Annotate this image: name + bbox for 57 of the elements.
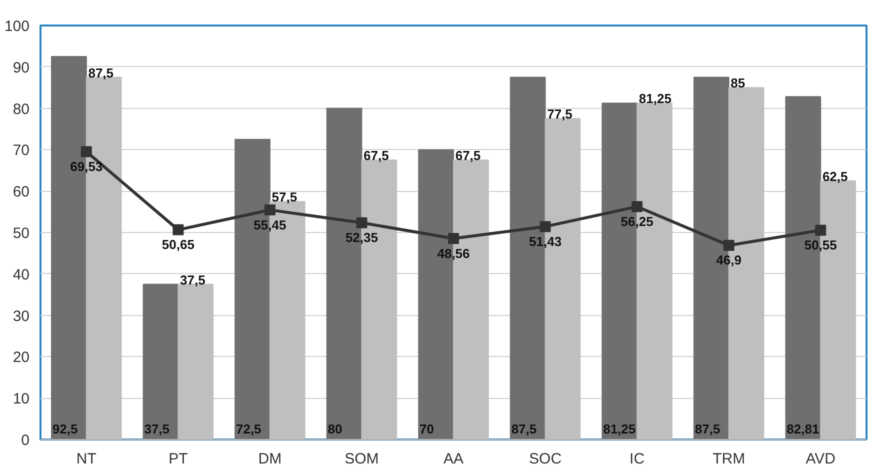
y-tick-label: 80 (12, 100, 30, 118)
y-tick-label: 60 (12, 184, 30, 201)
data-label: 67,5 (364, 148, 389, 164)
data-label: 55,45 (254, 217, 286, 232)
data-label: 51,43 (529, 234, 562, 249)
data-label: 67,5 (455, 148, 481, 164)
point (356, 217, 368, 228)
point (632, 201, 643, 212)
data-label: 50,55 (804, 238, 837, 253)
x-tick-label: DM (258, 450, 282, 468)
data-label: 48,56 (437, 246, 470, 261)
y-tick-label: 30 (12, 308, 30, 325)
x-tick-label: AA (443, 450, 464, 468)
point (264, 204, 276, 216)
data-label: 72,5 (236, 421, 262, 436)
data-label: 70 (420, 421, 434, 436)
data-label: 52,35 (345, 230, 378, 246)
y-tick-label: 50 (12, 225, 30, 242)
data-label: 80 (328, 421, 342, 436)
data-label: 92,5 (52, 421, 78, 436)
data-label: 81,25 (638, 91, 672, 106)
data-label: 77,5 (547, 106, 572, 122)
point (723, 240, 734, 251)
data-label: 81,25 (603, 421, 636, 436)
point (815, 224, 826, 236)
data-label: 56,25 (620, 214, 654, 229)
point (540, 221, 551, 232)
data-label: 87,5 (694, 421, 720, 436)
x-tick-label: NT (76, 450, 96, 468)
x-tick-label: TRM (712, 450, 746, 468)
point (448, 232, 459, 244)
x-tick-label: SOM (344, 450, 379, 468)
data-label: 37,5 (144, 421, 170, 436)
point (80, 146, 92, 158)
point (172, 224, 184, 236)
y-tick-label: 40 (12, 266, 30, 284)
y-tick-label: 70 (12, 142, 30, 160)
data-label: 50,65 (162, 237, 194, 252)
x-tick-label: SOC (529, 450, 562, 468)
y-tick-label: 100 (4, 18, 30, 35)
data-label: 69,53 (70, 158, 103, 174)
y-tick-label: 90 (12, 59, 30, 76)
data-label: 87,5 (88, 65, 114, 80)
data-label: 85 (730, 76, 746, 91)
data-label: 37,5 (180, 272, 206, 288)
y-tick-label: 20 (12, 349, 30, 366)
y-tick-label: 10 (12, 390, 30, 408)
data-label: 87,5 (511, 421, 537, 436)
data-label: 62,5 (822, 168, 848, 184)
x-tick-label: IC (630, 450, 645, 468)
data-label: 46,9 (716, 252, 742, 268)
data-label: 82,81 (786, 421, 820, 436)
x-tick-label: AVD (806, 450, 836, 468)
y-tick-label: 0 (21, 432, 30, 449)
data-label: 57,5 (272, 189, 298, 204)
x-tick-label: PT (168, 450, 188, 468)
bar (142, 284, 179, 440)
